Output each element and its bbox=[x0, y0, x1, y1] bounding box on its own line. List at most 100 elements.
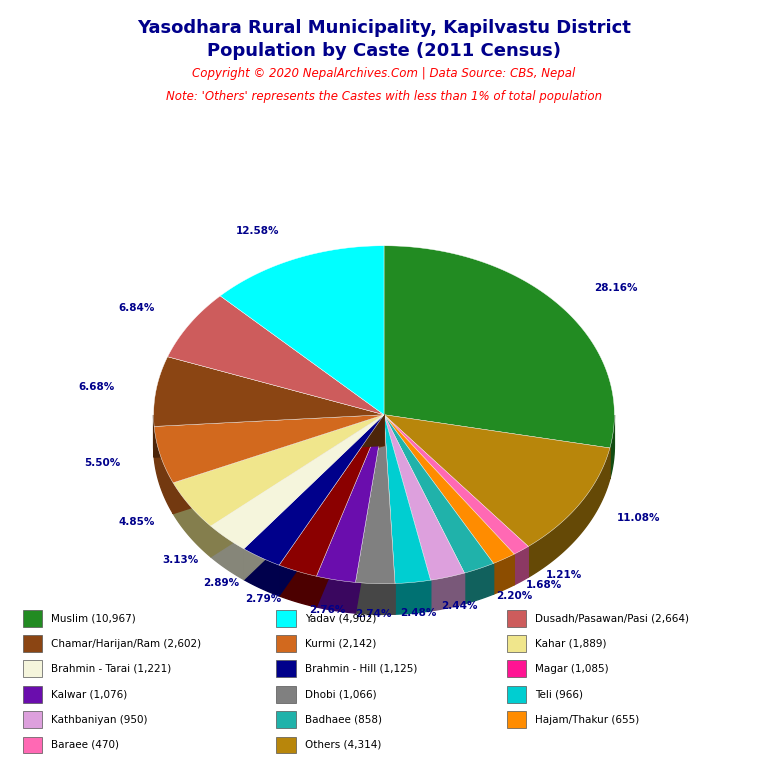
Text: Note: 'Others' represents the Castes with less than 1% of total population: Note: 'Others' represents the Castes wit… bbox=[166, 90, 602, 103]
FancyBboxPatch shape bbox=[23, 711, 42, 728]
Text: 2.20%: 2.20% bbox=[496, 591, 532, 601]
FancyBboxPatch shape bbox=[23, 660, 42, 677]
Polygon shape bbox=[279, 565, 316, 607]
Text: 28.16%: 28.16% bbox=[594, 283, 637, 293]
Polygon shape bbox=[154, 415, 384, 457]
Polygon shape bbox=[384, 415, 610, 478]
FancyBboxPatch shape bbox=[507, 686, 526, 703]
Polygon shape bbox=[356, 415, 384, 613]
Text: 2.89%: 2.89% bbox=[203, 578, 239, 588]
FancyBboxPatch shape bbox=[276, 737, 296, 753]
Text: 2.74%: 2.74% bbox=[356, 609, 392, 619]
Polygon shape bbox=[384, 415, 610, 478]
Polygon shape bbox=[316, 415, 384, 582]
Text: 2.76%: 2.76% bbox=[309, 604, 346, 614]
Text: Magar (1,085): Magar (1,085) bbox=[535, 664, 609, 674]
Polygon shape bbox=[384, 415, 610, 547]
Text: Dusadh/Pasawan/Pasi (2,664): Dusadh/Pasawan/Pasi (2,664) bbox=[535, 613, 690, 624]
Polygon shape bbox=[154, 415, 384, 457]
Text: Chamar/Harijan/Ram (2,602): Chamar/Harijan/Ram (2,602) bbox=[51, 638, 201, 649]
Polygon shape bbox=[395, 580, 431, 614]
Polygon shape bbox=[515, 547, 528, 584]
Polygon shape bbox=[210, 415, 384, 557]
Polygon shape bbox=[384, 415, 494, 594]
Text: 4.85%: 4.85% bbox=[118, 517, 154, 527]
Text: 12.58%: 12.58% bbox=[236, 226, 280, 236]
FancyBboxPatch shape bbox=[23, 635, 42, 652]
Polygon shape bbox=[167, 296, 384, 415]
FancyBboxPatch shape bbox=[276, 660, 296, 677]
Polygon shape bbox=[384, 415, 494, 573]
FancyBboxPatch shape bbox=[23, 686, 42, 703]
Text: Baraee (470): Baraee (470) bbox=[51, 740, 120, 750]
FancyBboxPatch shape bbox=[276, 711, 296, 728]
Text: Yasodhara Rural Municipality, Kapilvastu District: Yasodhara Rural Municipality, Kapilvastu… bbox=[137, 19, 631, 37]
Polygon shape bbox=[431, 573, 465, 611]
Polygon shape bbox=[243, 415, 384, 565]
Text: Teli (966): Teli (966) bbox=[535, 689, 584, 700]
FancyBboxPatch shape bbox=[276, 635, 296, 652]
FancyBboxPatch shape bbox=[507, 635, 526, 652]
Polygon shape bbox=[279, 415, 384, 596]
Polygon shape bbox=[243, 415, 384, 580]
Polygon shape bbox=[384, 415, 515, 584]
Text: Kathbaniyan (950): Kathbaniyan (950) bbox=[51, 714, 148, 725]
Text: Kalwar (1,076): Kalwar (1,076) bbox=[51, 689, 127, 700]
Text: 6.84%: 6.84% bbox=[118, 303, 154, 313]
Polygon shape bbox=[154, 356, 384, 426]
Polygon shape bbox=[528, 448, 610, 578]
Polygon shape bbox=[356, 582, 395, 614]
Text: 2.79%: 2.79% bbox=[246, 594, 282, 604]
Text: 6.68%: 6.68% bbox=[78, 382, 114, 392]
Polygon shape bbox=[384, 415, 528, 578]
Text: Copyright © 2020 NepalArchives.Com | Data Source: CBS, Nepal: Copyright © 2020 NepalArchives.Com | Dat… bbox=[192, 67, 576, 80]
Text: 11.08%: 11.08% bbox=[616, 513, 660, 523]
FancyBboxPatch shape bbox=[23, 610, 42, 627]
Text: 2.44%: 2.44% bbox=[441, 601, 478, 611]
Text: Hajam/Thakur (655): Hajam/Thakur (655) bbox=[535, 714, 640, 725]
Text: Dhobi (1,066): Dhobi (1,066) bbox=[305, 689, 376, 700]
Polygon shape bbox=[384, 415, 494, 594]
Text: Population by Caste (2011 Census): Population by Caste (2011 Census) bbox=[207, 42, 561, 60]
Polygon shape bbox=[356, 415, 384, 613]
Text: 5.50%: 5.50% bbox=[84, 458, 120, 468]
Polygon shape bbox=[494, 554, 515, 594]
Polygon shape bbox=[243, 415, 384, 580]
Text: Kurmi (2,142): Kurmi (2,142) bbox=[305, 638, 376, 649]
Text: 3.13%: 3.13% bbox=[162, 555, 198, 565]
Polygon shape bbox=[220, 246, 384, 415]
Text: Brahmin - Hill (1,125): Brahmin - Hill (1,125) bbox=[305, 664, 417, 674]
Polygon shape bbox=[384, 415, 515, 564]
Polygon shape bbox=[384, 415, 395, 614]
Polygon shape bbox=[384, 415, 515, 584]
Polygon shape bbox=[384, 415, 465, 580]
Polygon shape bbox=[210, 526, 243, 580]
Text: Kahar (1,889): Kahar (1,889) bbox=[535, 638, 607, 649]
Polygon shape bbox=[279, 415, 384, 596]
Polygon shape bbox=[154, 415, 384, 483]
Text: 1.21%: 1.21% bbox=[546, 570, 582, 580]
Polygon shape bbox=[316, 415, 384, 607]
Polygon shape bbox=[384, 415, 528, 554]
Polygon shape bbox=[356, 415, 395, 584]
Polygon shape bbox=[210, 415, 384, 557]
Text: Badhaee (858): Badhaee (858) bbox=[305, 714, 382, 725]
Text: 1.68%: 1.68% bbox=[525, 580, 562, 590]
Text: Muslim (10,967): Muslim (10,967) bbox=[51, 613, 136, 624]
FancyBboxPatch shape bbox=[507, 610, 526, 627]
Polygon shape bbox=[154, 426, 173, 514]
Text: Yadav (4,902): Yadav (4,902) bbox=[305, 613, 376, 624]
Polygon shape bbox=[384, 415, 465, 604]
Text: Others (4,314): Others (4,314) bbox=[305, 740, 381, 750]
FancyBboxPatch shape bbox=[276, 686, 296, 703]
Polygon shape bbox=[173, 415, 384, 514]
Polygon shape bbox=[173, 415, 384, 526]
Text: Brahmin - Tarai (1,221): Brahmin - Tarai (1,221) bbox=[51, 664, 172, 674]
Polygon shape bbox=[384, 415, 528, 578]
Polygon shape bbox=[279, 415, 384, 576]
Polygon shape bbox=[384, 415, 431, 584]
Polygon shape bbox=[384, 415, 395, 614]
Text: 2.48%: 2.48% bbox=[400, 607, 436, 617]
FancyBboxPatch shape bbox=[276, 610, 296, 627]
Polygon shape bbox=[610, 415, 614, 478]
